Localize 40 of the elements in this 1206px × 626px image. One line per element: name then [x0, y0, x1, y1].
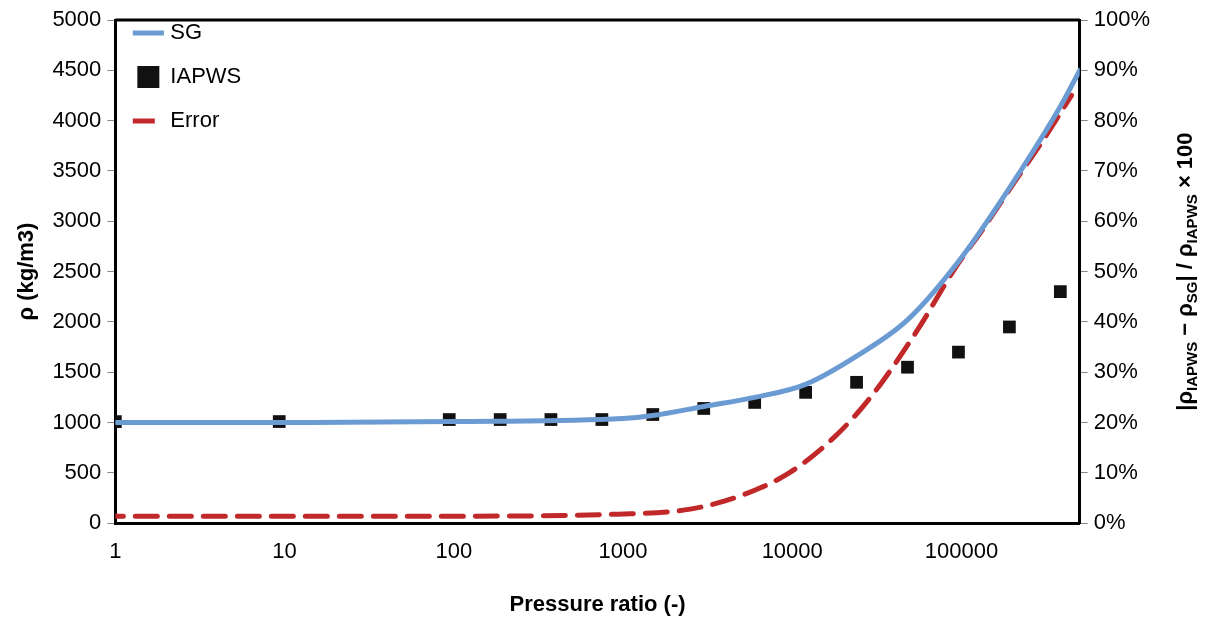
y2-tick-label: 40%	[1093, 307, 1138, 333]
y2-tick-label: 60%	[1093, 207, 1138, 233]
x-tick-label: 1000	[598, 538, 648, 564]
y2-tick-label: 80%	[1093, 106, 1138, 132]
x-tick-label: 1	[109, 538, 122, 564]
point	[901, 360, 914, 374]
y-tick-label: 5000	[52, 6, 102, 32]
legend-label: Error	[170, 107, 220, 133]
point	[1003, 320, 1016, 334]
y-tick-label: 2000	[52, 307, 102, 333]
y-tick-label: 1500	[52, 358, 102, 384]
y2-tick-label: 20%	[1093, 408, 1138, 434]
y2-tick-label: 30%	[1093, 358, 1138, 384]
legend-label: IAPWS	[170, 63, 242, 89]
x-tick-label: 10000	[761, 538, 823, 564]
y-tick-label: 500	[64, 458, 102, 484]
y2-tick-label: 0%	[1093, 509, 1126, 535]
y2-axis-title: |ρIAPWS − ρSG| / ρIAPWS × 100	[1172, 132, 1200, 411]
y-axis-title: ρ (kg/m3)	[13, 222, 39, 321]
y-tick-label: 0	[89, 509, 102, 535]
y-tick-label: 3500	[52, 157, 102, 183]
y2-tick-label: 50%	[1093, 257, 1138, 283]
point	[1053, 285, 1067, 299]
point	[850, 375, 863, 389]
y-tick-label: 4500	[52, 56, 102, 82]
x-tick-label: 100000	[924, 538, 999, 564]
x-tick-label: 10	[272, 538, 297, 564]
y-tick-label: 3000	[52, 207, 102, 233]
x-tick-label: 100	[435, 538, 473, 564]
y-tick-label: 1000	[52, 408, 102, 434]
point	[952, 345, 965, 359]
y2-tick-label: 100%	[1093, 6, 1151, 32]
y-tick-label: 2500	[52, 257, 102, 283]
legend-label: SG	[170, 19, 203, 45]
x-axis-title: Pressure ratio (-)	[509, 590, 686, 616]
y2-tick-label: 70%	[1093, 157, 1138, 183]
point	[799, 386, 812, 399]
y2-tick-label: 10%	[1093, 458, 1138, 484]
y-tick-label: 4000	[52, 106, 102, 132]
y2-tick-label: 90%	[1093, 56, 1138, 82]
